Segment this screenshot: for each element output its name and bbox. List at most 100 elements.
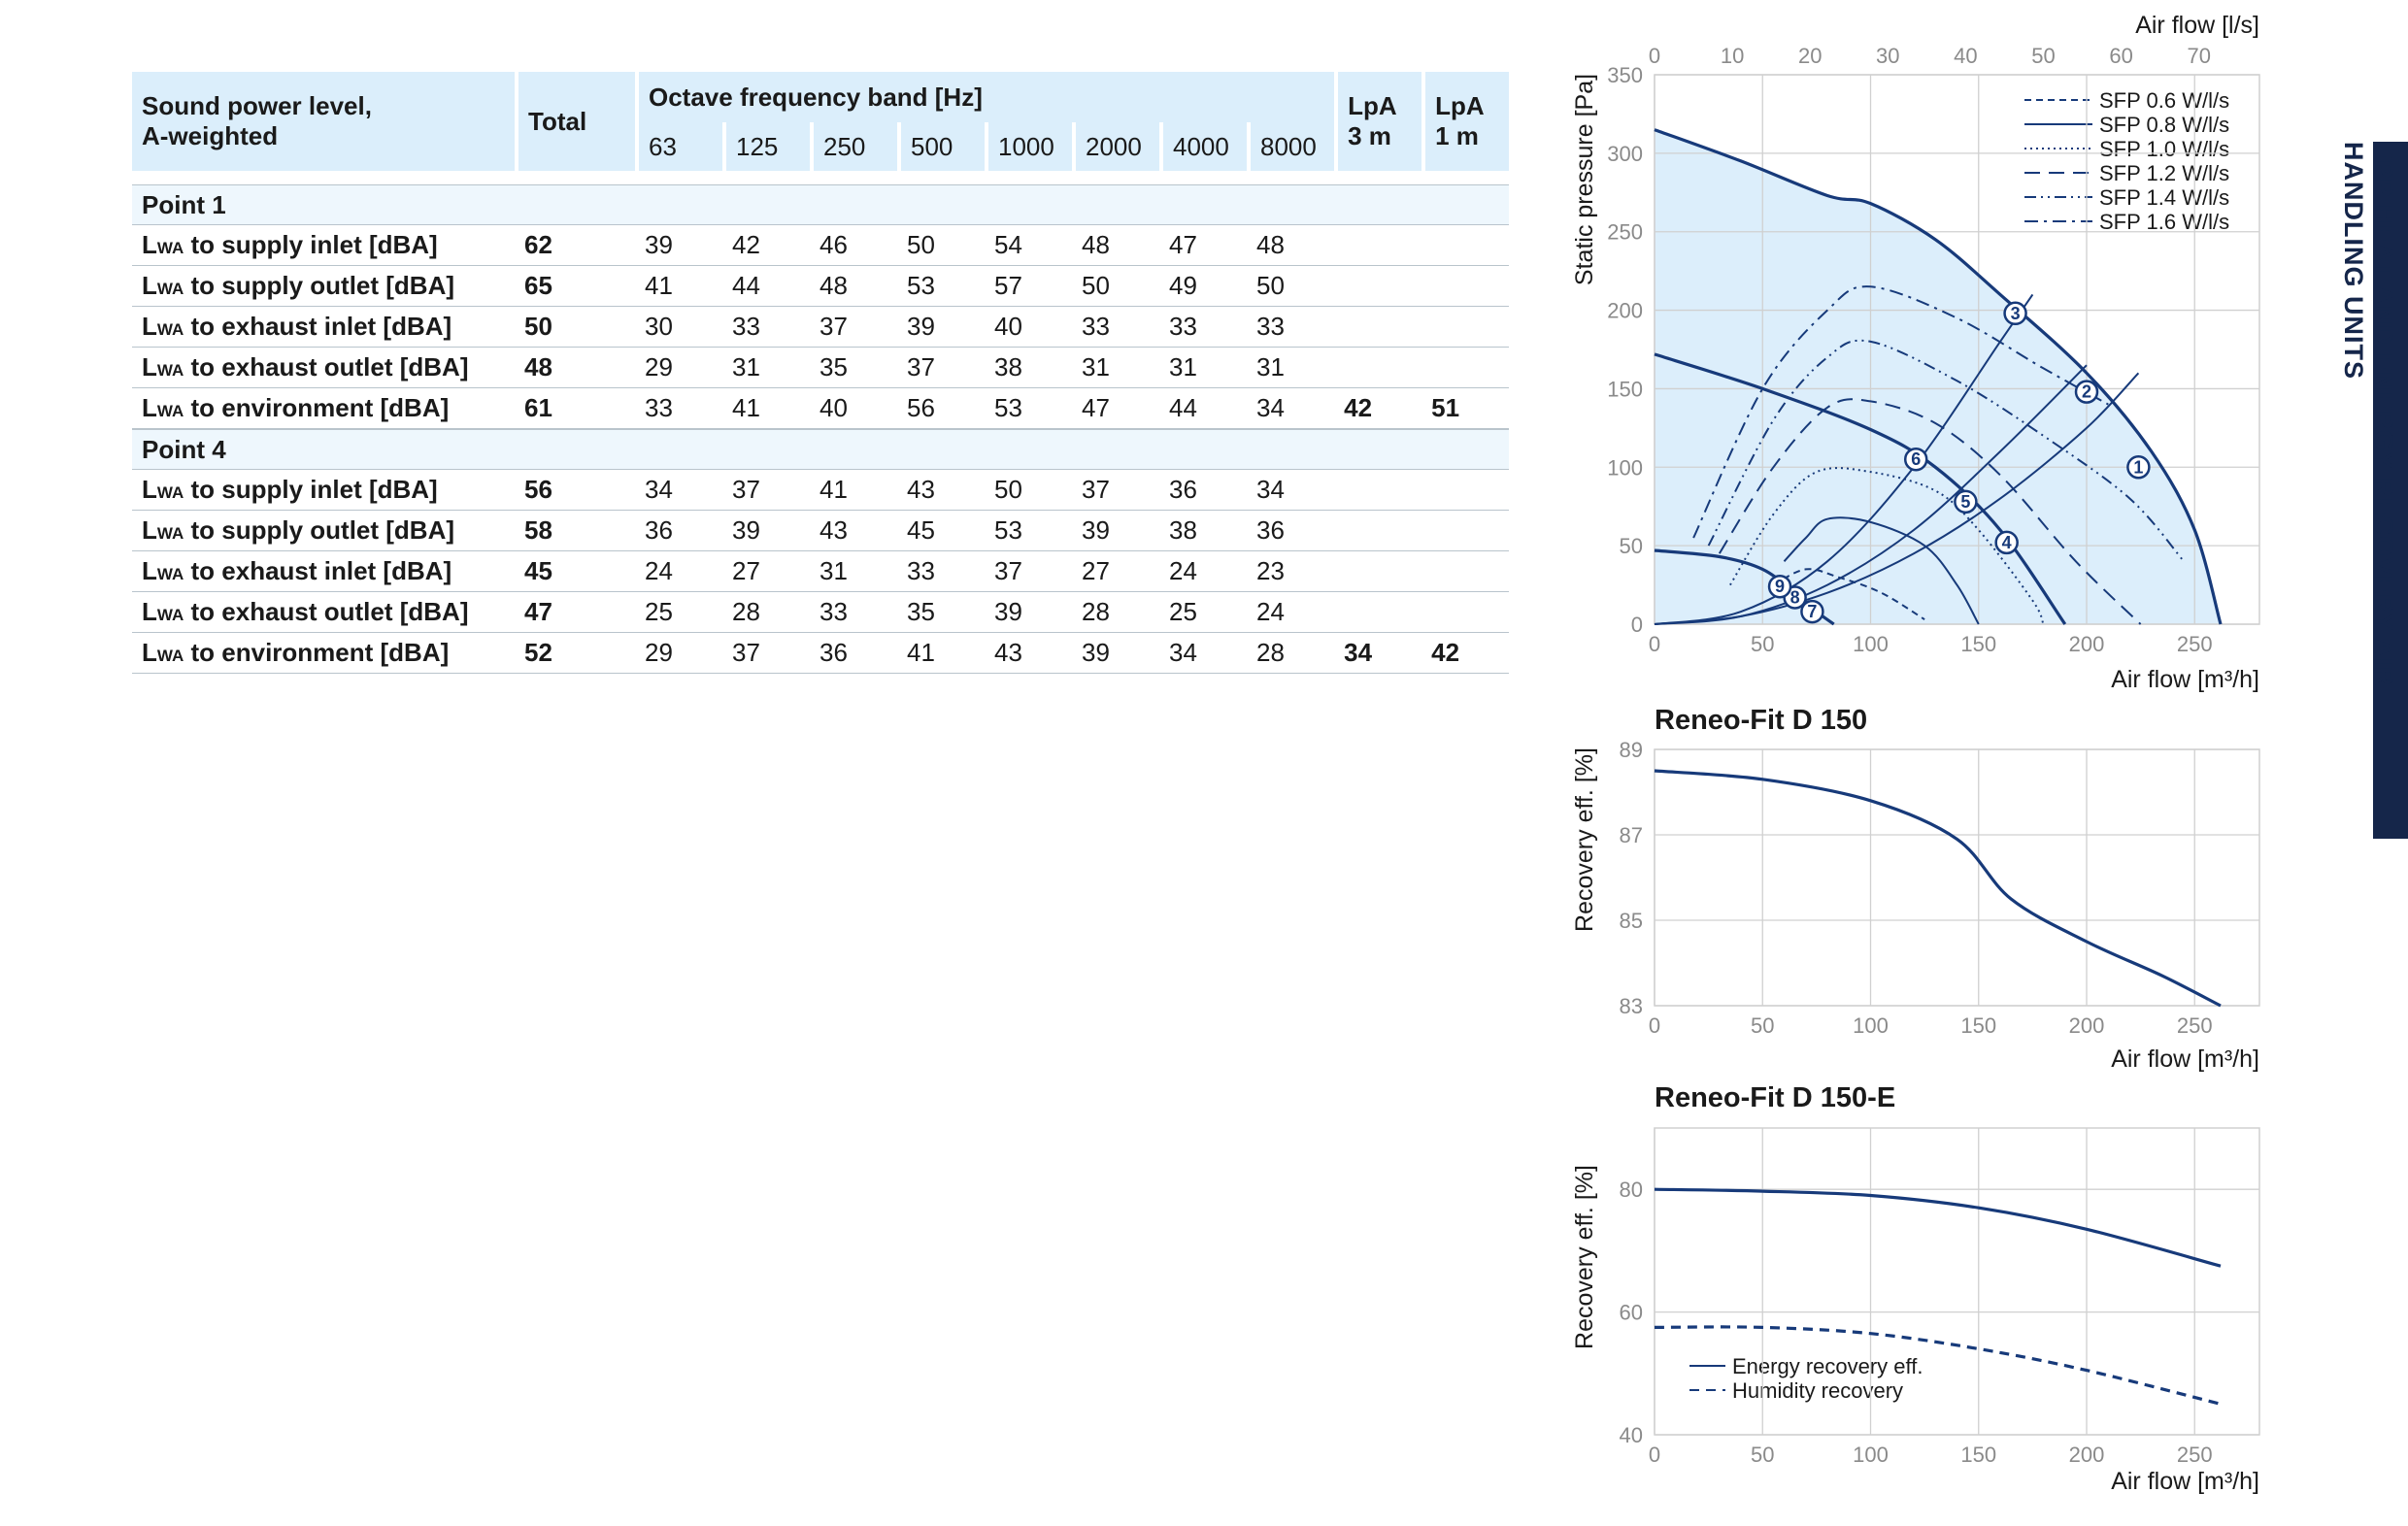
band-cell: 41: [722, 388, 810, 429]
y-tick-label: 50: [1620, 534, 1643, 558]
table-body: Point 1 LWA to supply inlet [dBA] 62 39 42 46…: [132, 184, 1510, 674]
operating-point-marker: [2126, 455, 2151, 480]
row-label-subscript: WA: [156, 280, 184, 298]
recovery-eff-line: [1654, 769, 2222, 1008]
header-sound-power: Sound power level, A-weighted: [132, 72, 515, 171]
x-tick-label: 150: [1960, 1443, 1996, 1467]
band-cell: 24: [635, 551, 722, 592]
lpa-3m-cell: [1334, 592, 1422, 633]
top-tick-label: 10: [1721, 44, 1744, 68]
y-tick-label: 85: [1620, 909, 1643, 933]
band-cell: 36: [1247, 511, 1335, 551]
row-label-subscript: WA: [156, 606, 184, 624]
x-tick-label: 200: [2069, 1013, 2105, 1038]
y-axis-label: Recovery eff. [%]: [1571, 747, 1598, 932]
band-cell: 50: [1072, 266, 1159, 307]
plot-frame: 0 50 100 150 200 250 0 50 100 150 200 250 300 350: [1607, 63, 2260, 656]
legend-label: SFP 1.6 W/l/s: [2099, 210, 2229, 234]
operating-point-label: 9: [1775, 577, 1785, 596]
total-cell: 58: [515, 511, 635, 551]
band-cell: 33: [1159, 307, 1247, 348]
header-sound-power-line2: A-weighted: [142, 121, 279, 150]
operating-point: 7: [1800, 599, 1824, 624]
row-label-text: to supply outlet [dBA]: [184, 515, 455, 545]
row-label-symbol: L: [142, 230, 157, 259]
legend-label: SFP 1.0 W/l/s: [2099, 137, 2229, 161]
x-tick-label: 150: [1960, 632, 1996, 656]
y-tick-label: 350: [1607, 63, 1643, 87]
header-lpa-1m: LpA 1 m: [1421, 72, 1510, 171]
top-tick-label: 0: [1649, 44, 1660, 68]
operating-point: 9: [1767, 574, 1792, 599]
operating-point-marker: [1800, 599, 1824, 624]
total-cell: 48: [515, 348, 635, 388]
x-tick-label: 50: [1751, 632, 1774, 656]
band-cell: 25: [635, 592, 722, 633]
band-cell: 28: [1072, 592, 1159, 633]
band-cell: 48: [1072, 225, 1159, 266]
band-cell: 24: [1159, 551, 1247, 592]
x-tick-label: 50: [1751, 1443, 1774, 1467]
row-label-text: to exhaust inlet [dBA]: [184, 556, 452, 585]
lpa-1m-cell: [1421, 225, 1510, 266]
x-tick-label: 100: [1853, 632, 1889, 656]
lpa-1m-cell: [1421, 470, 1510, 511]
header-band: 250: [810, 122, 897, 171]
band-cell: 34: [635, 470, 722, 511]
x-tick-label: 150: [1960, 1013, 1996, 1038]
sfp-curve: [1783, 516, 1980, 625]
band-cell: 25: [1159, 592, 1247, 633]
row-label-text: to exhaust outlet [dBA]: [184, 597, 469, 626]
row-label: LWA to supply inlet [dBA]: [132, 470, 515, 511]
system-curve: [1654, 293, 2034, 625]
x-tick-label: 100: [1853, 1443, 1889, 1467]
band-cell: 31: [1247, 348, 1335, 388]
total-cell: 50: [515, 307, 635, 348]
band-cell: 44: [722, 266, 810, 307]
band-cell: 53: [985, 511, 1072, 551]
lpa-3m-cell: [1334, 511, 1422, 551]
operating-point-marker: [1903, 447, 1928, 472]
energy-recovery-line: [1654, 1187, 2222, 1268]
lpa-1m-cell: [1421, 307, 1510, 348]
table-row: LWA to supply outlet [dBA] 58 36 39 43 45 53 39…: [132, 511, 1510, 551]
operating-point: 6: [1903, 447, 1928, 472]
row-label: LWA to supply inlet [dBA]: [132, 225, 515, 266]
header-lpa-3m-line1: LpA: [1348, 91, 1397, 120]
header-band: 8000: [1247, 122, 1335, 171]
header-lpa-3m: LpA 3 m: [1334, 72, 1422, 171]
header-band: 125: [722, 122, 810, 171]
band-cell: 41: [635, 266, 722, 307]
group-label: Point 4: [132, 429, 1510, 470]
row-label-symbol: L: [142, 556, 157, 585]
band-cell: 27: [722, 551, 810, 592]
header-band: 500: [897, 122, 985, 171]
recovery-legend: Energy recovery eff.Humidity recovery: [1689, 1354, 1923, 1403]
legend-label: SFP 1.4 W/l/s: [2099, 185, 2229, 210]
total-cell: 52: [515, 633, 635, 674]
operating-point: 5: [1954, 489, 1978, 514]
row-label: LWA to exhaust inlet [dBA]: [132, 551, 515, 592]
band-cell: 31: [1072, 348, 1159, 388]
header-band: 1000: [985, 122, 1072, 171]
row-label: LWA to supply outlet [dBA]: [132, 266, 515, 307]
lpa-1m-cell: [1421, 511, 1510, 551]
row-label: LWA to environment [dBA]: [132, 388, 515, 429]
row-label-text: to exhaust outlet [dBA]: [184, 352, 469, 382]
y-tick-label: 80: [1620, 1178, 1643, 1202]
band-cell: 37: [722, 470, 810, 511]
sfp-curve: [1772, 568, 1925, 620]
table-row: LWA to environment [dBA] 52 29 37 36 41 43 39 34…: [132, 633, 1510, 674]
operating-point-label: 1: [2133, 457, 2143, 477]
band-cell: 37: [1072, 470, 1159, 511]
band-cell: 36: [1159, 470, 1247, 511]
operating-point-marker: [2074, 380, 2099, 404]
y-tick-label: 89: [1620, 738, 1643, 762]
band-cell: 31: [722, 348, 810, 388]
table-row: LWA to supply outlet [dBA] 65 41 44 48 53 57 50…: [132, 266, 1510, 307]
operating-point: 1: [2126, 455, 2151, 480]
lpa-3m-cell: 34: [1334, 633, 1422, 674]
band-cell: 31: [810, 551, 897, 592]
band-cell: 40: [810, 388, 897, 429]
band-cell: 39: [722, 511, 810, 551]
